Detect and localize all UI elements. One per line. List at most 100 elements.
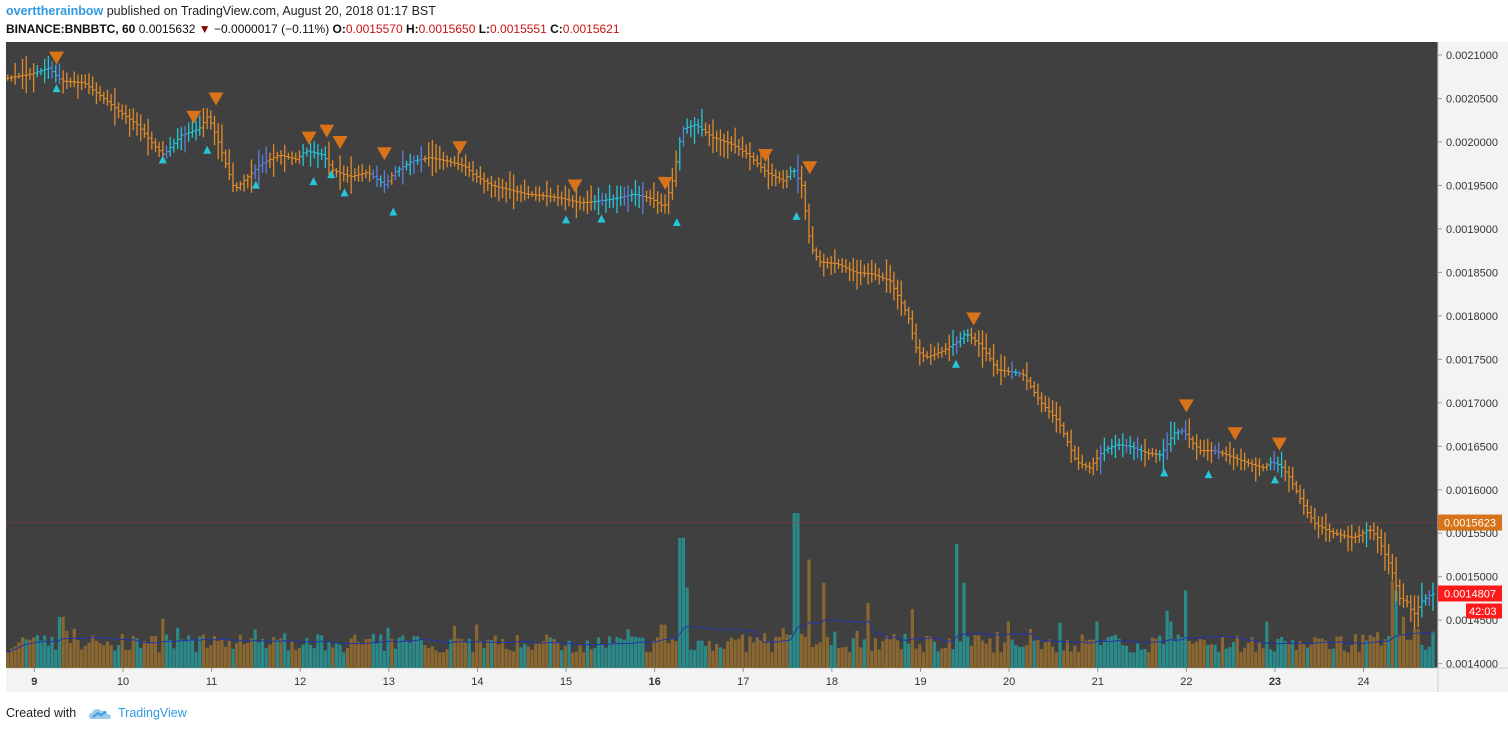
volume-bar <box>1235 635 1239 668</box>
volume-bar <box>308 644 313 668</box>
volume-bar <box>301 644 305 668</box>
volume-bar <box>1084 640 1088 668</box>
volume-bar <box>733 639 737 668</box>
volume-bar <box>884 635 889 668</box>
volume-bar <box>940 648 944 668</box>
volume-bar <box>1412 629 1417 668</box>
volume-bar <box>851 638 855 668</box>
volume-bar <box>992 652 996 668</box>
volume-bar <box>777 637 782 668</box>
volume-bar <box>17 642 21 668</box>
sell-signal-marker <box>452 141 468 155</box>
last-price: 0.0015632 <box>138 22 196 36</box>
volume-bar <box>803 636 807 668</box>
volume-bar <box>1095 621 1099 668</box>
volume-bar <box>1209 644 1214 668</box>
volume-bar <box>1051 646 1055 668</box>
volume-bar <box>264 648 268 668</box>
volume-bar <box>862 639 866 668</box>
volume-bar <box>1250 637 1254 668</box>
chart-header: overttherainbow published on TradingView… <box>0 0 1508 42</box>
volume-bar <box>1309 644 1313 668</box>
buy-signal-marker <box>251 180 260 189</box>
volume-bar <box>356 641 361 668</box>
volume-bar <box>179 639 183 668</box>
volume-bar <box>128 649 132 668</box>
volume-bar <box>1113 634 1118 668</box>
volume-bar <box>1102 640 1106 668</box>
volume-bar <box>899 649 903 668</box>
signal-markers <box>49 51 1287 484</box>
volume-bar <box>331 647 335 668</box>
volume-bar <box>567 640 571 668</box>
volume-bar <box>1405 639 1409 668</box>
volume-bar <box>1335 636 1339 668</box>
publish-info: overttherainbow published on TradingView… <box>6 4 436 18</box>
volume-bar <box>272 637 276 668</box>
volume-bar <box>305 638 309 668</box>
volume-bar <box>929 636 933 668</box>
volume-bar <box>829 644 833 668</box>
volume-bar <box>980 640 985 668</box>
volume-bar <box>46 645 50 668</box>
volume-bar <box>1014 644 1018 668</box>
volume-bar <box>921 652 926 668</box>
volume-bar <box>187 635 191 668</box>
volume-bar <box>545 634 549 668</box>
volume-bar <box>1379 645 1383 668</box>
volume-bar <box>1254 651 1258 668</box>
volume-bar <box>796 513 800 668</box>
volume-bar <box>962 582 966 668</box>
volume-bar <box>578 645 582 668</box>
price-tick-label: 0.0018000 <box>1446 311 1498 323</box>
volume-bar <box>1128 652 1132 668</box>
time-axis[interactable] <box>6 668 1438 692</box>
tradingview-brand-link[interactable]: TradingView <box>118 706 187 720</box>
volume-bar <box>585 640 590 668</box>
price-tick-label: 0.0020000 <box>1446 137 1498 149</box>
volume-bar <box>6 652 10 668</box>
volume-bar <box>434 650 438 668</box>
volume-bar <box>1239 651 1243 668</box>
plot-area[interactable] <box>6 42 1438 668</box>
price-axis[interactable] <box>1438 42 1508 692</box>
volume-bar <box>500 638 505 668</box>
volume-bar <box>94 640 98 668</box>
volume-bar <box>1147 652 1151 668</box>
author-link[interactable]: overttherainbow <box>6 4 104 18</box>
volume-bar <box>1195 641 1199 668</box>
volume-bar <box>1202 639 1206 668</box>
price-chart[interactable]: 0.0021000 0.0020500 0.0020000 0.0019500 0.00… <box>0 42 1508 692</box>
volume-bar <box>966 636 970 668</box>
volume-bar <box>231 648 235 668</box>
volume-bar <box>866 602 870 668</box>
volume-bar <box>286 650 290 668</box>
volume-bar <box>593 647 597 668</box>
volume-bar <box>548 637 553 668</box>
volume-bar <box>556 642 560 668</box>
volume-bar <box>663 624 667 668</box>
volume-bar <box>1091 639 1095 668</box>
tradingview-cloud-icon[interactable] <box>88 705 114 723</box>
volume-bar <box>65 631 69 668</box>
volume-bar <box>497 644 501 668</box>
time-tick-label: 24 <box>1357 676 1369 688</box>
volume-bar <box>1025 645 1029 668</box>
volume-bar <box>1124 645 1129 668</box>
volume-bar <box>334 643 338 668</box>
price-tick-label: 0.0015000 <box>1446 572 1498 584</box>
sell-signal-marker <box>376 147 392 161</box>
volume-bar <box>1427 646 1431 668</box>
volume-bar <box>224 646 228 668</box>
countdown-tag <box>1466 603 1502 619</box>
volume-bar <box>54 649 58 668</box>
symbol-label[interactable]: BINANCE:BNBBTC, 60 <box>6 22 136 36</box>
volume-bar <box>423 645 427 668</box>
volume-bar <box>456 638 460 668</box>
volume-bar <box>460 639 464 668</box>
symbol-legend: BINANCE:BNBBTC, 60 0.0015632 ▼ −0.000001… <box>6 22 620 36</box>
volume-bar <box>667 643 671 668</box>
time-tick-label: 15 <box>560 676 572 688</box>
volume-bar <box>1423 649 1428 668</box>
buy-signal-marker <box>389 207 398 216</box>
